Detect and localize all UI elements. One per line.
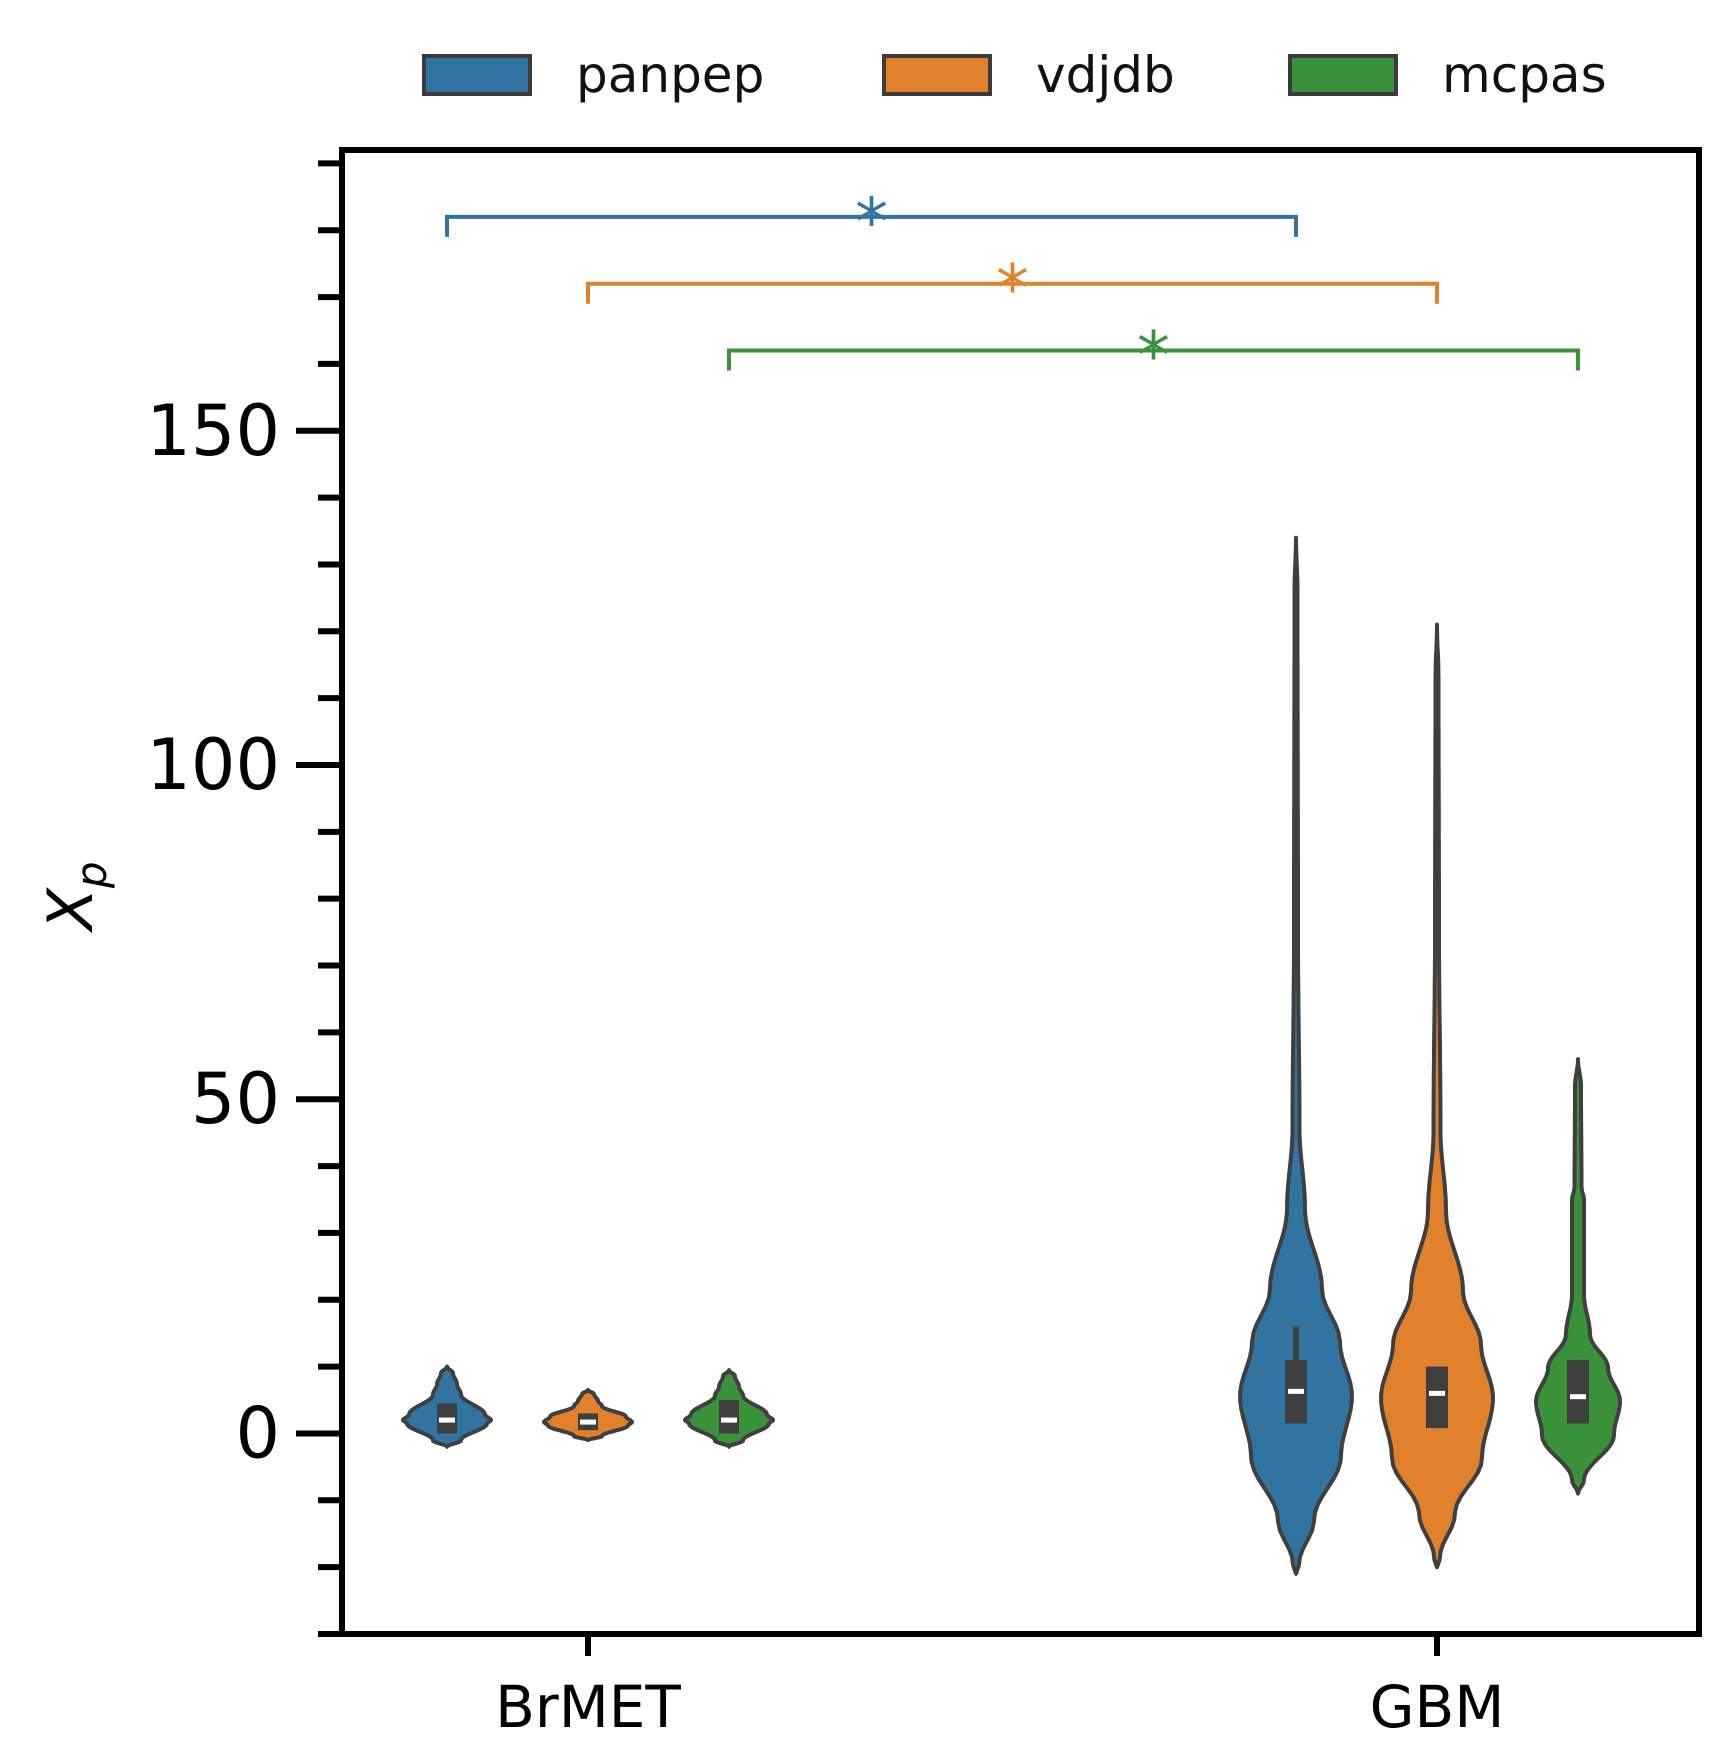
median-marker-panpep-BrMET <box>439 1417 455 1423</box>
plot-frame <box>339 147 1702 1637</box>
bracket-panpep <box>445 214 1298 237</box>
iqr-box-vdjdb-GBM <box>1426 1366 1448 1429</box>
violin-vdjdb-GBM <box>1379 622 1495 1570</box>
median-marker-vdjdb-GBM <box>1429 1390 1445 1396</box>
violin-panpep-GBM <box>1238 535 1354 1576</box>
legend: panpep vdjdb mcpas <box>422 46 1607 104</box>
legend-swatch-vdjdb <box>882 54 992 96</box>
iqr-box-mcpas-BrMET <box>719 1400 739 1434</box>
bracket-mcpas <box>727 348 1580 371</box>
significance-star-vdjdb: * <box>996 251 1029 328</box>
legend-swatch-panpep <box>422 54 532 96</box>
legend-swatch-mcpas <box>1288 54 1398 96</box>
median-marker-mcpas-BrMET <box>721 1417 737 1423</box>
x-axis: BrMET GBM <box>495 1634 1504 1741</box>
x-tick-label-BrMET: BrMET <box>495 1673 681 1741</box>
y-tick-label: 50 <box>191 1058 280 1140</box>
y-axis: 0 50 100 150 <box>146 160 342 1637</box>
significance-star-panpep: * <box>855 184 888 261</box>
violins <box>401 535 1622 1576</box>
legend-label-mcpas: mcpas <box>1442 46 1607 104</box>
x-tick-label-GBM: GBM <box>1370 1673 1505 1741</box>
bracket-vdjdb <box>586 281 1439 304</box>
median-marker-mcpas-GBM <box>1570 1394 1586 1400</box>
median-marker-vdjdb-BrMET <box>580 1419 596 1425</box>
iqr-box-mcpas-GBM <box>1567 1359 1589 1424</box>
violin-mcpas-GBM <box>1534 1057 1622 1496</box>
significance-brackets: * * * <box>445 184 1580 395</box>
legend-label-vdjdb: vdjdb <box>1036 46 1175 104</box>
significance-star-mcpas: * <box>1137 318 1170 395</box>
y-tick-label: 0 <box>235 1392 280 1474</box>
y-tick-label: 150 <box>146 390 280 472</box>
legend-label-panpep: panpep <box>576 46 764 104</box>
median-marker-panpep-GBM <box>1288 1388 1304 1394</box>
y-tick-label: 100 <box>146 724 280 806</box>
y-axis-label: Xp <box>34 861 116 933</box>
